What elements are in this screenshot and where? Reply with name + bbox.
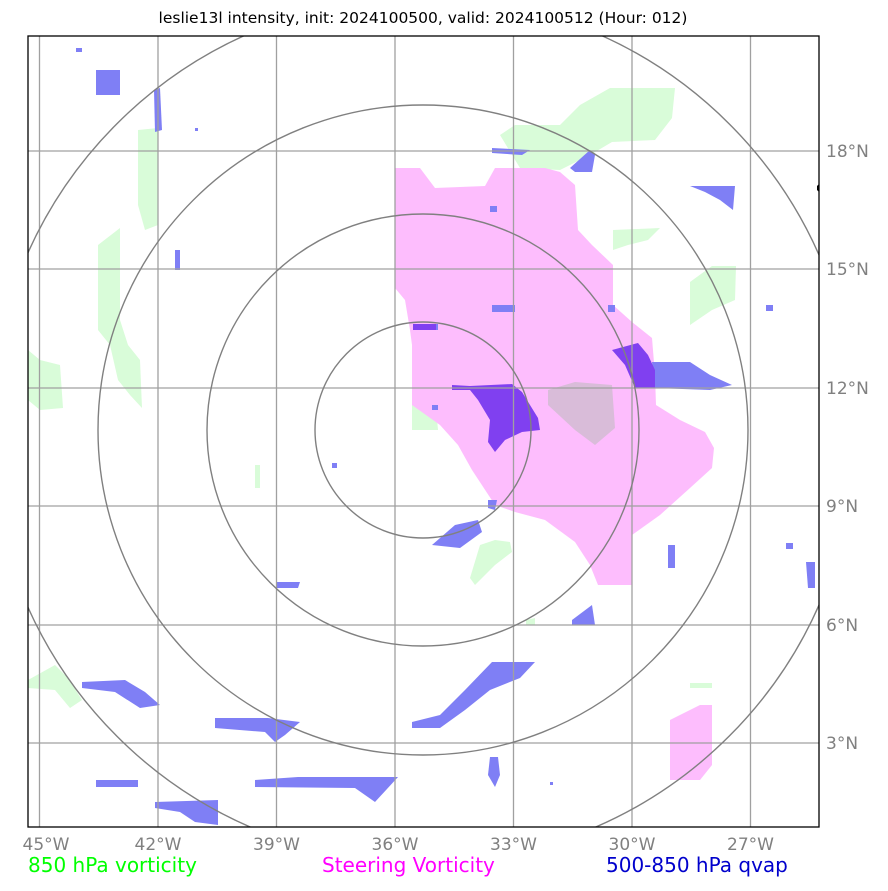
- qvap-region: [276, 582, 300, 588]
- qvap-region: [806, 562, 815, 588]
- qvap-region: [195, 128, 198, 131]
- vort850-region: [28, 665, 82, 708]
- lon-label: 30°W: [609, 835, 656, 855]
- qvap-region: [668, 545, 675, 568]
- vort850-region: [98, 228, 142, 408]
- qvap-region: [786, 543, 793, 549]
- plot-border: [27, 35, 820, 828]
- qvap-region: [255, 777, 398, 802]
- qvap-region: [96, 70, 120, 95]
- vort850-region: [500, 88, 675, 170]
- qvap-overlap-contours: [413, 324, 655, 452]
- qvap-region: [490, 206, 497, 212]
- qvap-region: [766, 305, 773, 311]
- graticule: [28, 36, 819, 827]
- qvap-overlap-region: [612, 343, 655, 388]
- qvap-region: [572, 605, 595, 625]
- qvap-region: [175, 250, 180, 270]
- lat-label: 3°N: [826, 734, 858, 754]
- steering-contours: [395, 168, 714, 780]
- qvap-region: [332, 463, 337, 468]
- qvap-region: [155, 800, 218, 825]
- vort850-region: [526, 618, 535, 625]
- vort850-region: [28, 350, 63, 410]
- steering-region: [395, 168, 714, 585]
- legend-steering-vorticity: Steering Vorticity: [322, 853, 495, 877]
- qvap-region: [488, 500, 497, 510]
- vort850-region: [138, 128, 158, 230]
- qvap-region: [432, 405, 438, 410]
- steering-overlap-region: [548, 382, 615, 445]
- lat-label: 12°N: [826, 379, 869, 399]
- lat-label: 6°N: [826, 616, 858, 636]
- qvap-region: [82, 680, 160, 708]
- qvap-region: [690, 186, 735, 210]
- lon-label: 33°W: [490, 835, 537, 855]
- range-ring: [28, 36, 819, 827]
- range-rings: [28, 36, 819, 827]
- map-title: leslie13l intensity, init: 2024100500, v…: [158, 9, 688, 27]
- qvap-region: [492, 305, 515, 312]
- vort850-region: [690, 683, 712, 688]
- range-ring: [97, 104, 749, 756]
- qvap-region: [570, 150, 595, 172]
- vort850-region: [690, 266, 736, 325]
- qvap-region: [608, 305, 615, 312]
- qvap-region: [488, 757, 500, 787]
- vort850-region: [255, 465, 260, 488]
- qvap-region: [652, 362, 732, 390]
- lat-label: 9°N: [826, 497, 858, 517]
- lon-label: 36°W: [372, 835, 419, 855]
- qvap-overlap-region: [413, 324, 436, 330]
- lat-label: 18°N: [826, 142, 869, 162]
- qvap-region: [215, 718, 300, 742]
- vort850-region: [470, 540, 512, 585]
- qvap-overlap-region: [452, 384, 540, 452]
- qvap-region: [76, 48, 82, 52]
- lon-label: 27°W: [727, 835, 774, 855]
- qvap-region: [96, 780, 138, 787]
- range-ring: [314, 321, 532, 539]
- qvap-region: [412, 662, 535, 728]
- lat-label: 15°N: [826, 260, 869, 280]
- vort850-contours: [28, 88, 736, 708]
- lon-label: 45°W: [23, 835, 70, 855]
- legend-qvap: 500-850 hPa qvap: [606, 853, 788, 877]
- legend-850-vorticity: 850 hPa vorticity: [28, 853, 197, 877]
- lon-label: 42°W: [135, 835, 182, 855]
- range-ring: [206, 213, 640, 647]
- qvap-region: [550, 782, 553, 785]
- lon-label: 39°W: [253, 835, 300, 855]
- vort850-region: [613, 228, 660, 250]
